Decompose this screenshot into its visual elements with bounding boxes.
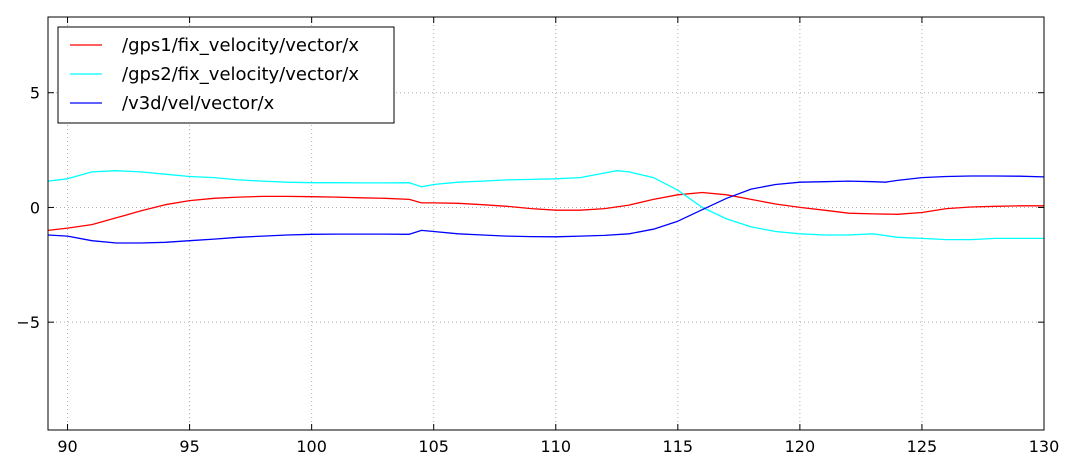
series-line-3 [47,175,1045,244]
series-group [47,170,1045,244]
legend-label: /gps2/fix_velocity/vector/x [122,64,359,85]
x-tick-label: 125 [907,437,938,456]
legend-label: /gps1/fix_velocity/vector/x [122,35,359,56]
y-tick-label: 5 [30,84,40,103]
legend: /gps1/fix_velocity/vector/x/gps2/fix_vel… [57,26,395,124]
series-line-2 [47,170,1044,241]
x-tick-label: 110 [540,437,571,456]
x-tick-label: 115 [663,437,694,456]
x-tick-label: 120 [785,437,816,456]
x-tick-label: 130 [1029,437,1060,456]
x-tick-label: 105 [418,437,449,456]
legend-label: /v3d/vel/vector/x [122,93,275,114]
x-tick-label: 95 [179,437,199,456]
x-tick-label: 100 [296,437,327,456]
y-tick-label: −5 [16,313,40,332]
series-line-1 [47,191,1044,232]
x-tick-label: 90 [57,437,77,456]
legend-box [57,26,395,124]
y-tick-label: 0 [30,198,40,217]
plot-frame [47,16,1045,431]
axis-ticks: 90 95 100 105 110 115 120 125 130 5 0 −5 [16,17,1059,456]
